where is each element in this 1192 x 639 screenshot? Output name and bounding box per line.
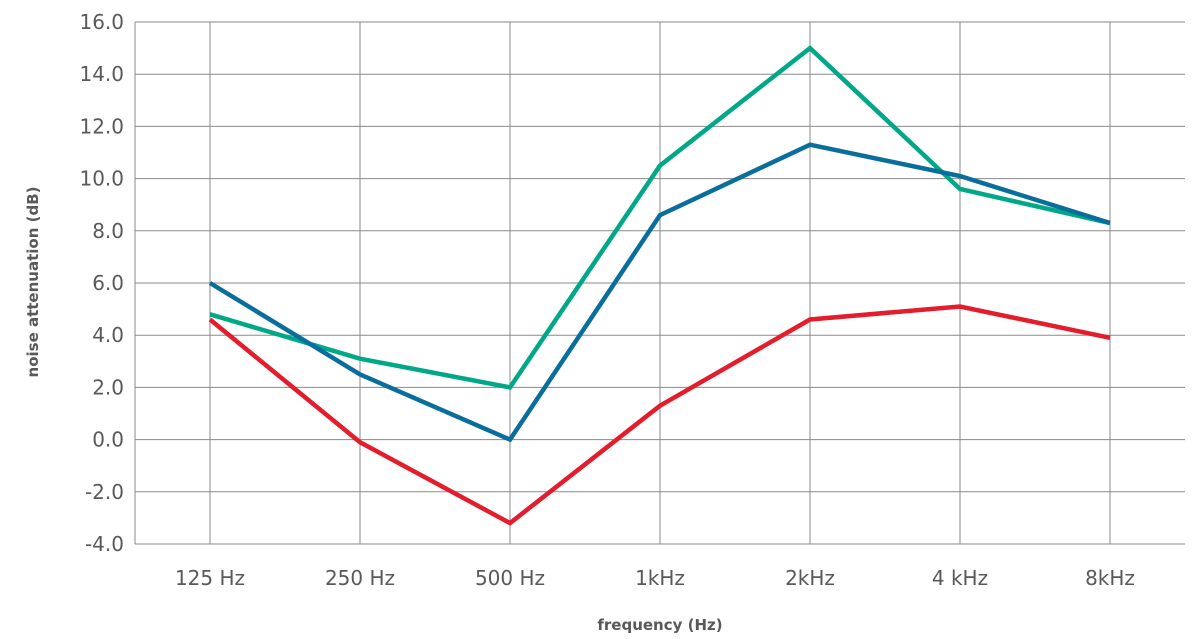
x-tick-label: 250 Hz [325,566,395,590]
y-tick-label: 4.0 [92,323,124,347]
y-tick-label: 10.0 [79,167,124,191]
x-tick-label: 125 Hz [175,566,245,590]
x-axis-ticks: 125 Hz 250 Hz 500 Hz 1kHz 2kHz 4 kHz 8kHz [175,566,1135,590]
x-tick-label: 2kHz [785,566,835,590]
y-tick-label: 14.0 [79,62,124,86]
grid [134,21,1185,545]
y-tick-label: 8.0 [92,219,124,243]
series-lines [208,45,1111,526]
x-tick-label: 500 Hz [475,566,545,590]
y-tick-label: -2.0 [85,480,124,504]
series-line-1 [209,45,1111,390]
y-axis-ticks: -4.0 -2.0 0.0 2.0 4.0 6.0 8.0 10.0 12.0 14.0 16.0 [79,10,124,556]
y-tick-label: 12.0 [79,114,124,138]
y-tick-label: -4.0 [85,532,124,556]
x-tick-label: 8kHz [1085,566,1135,590]
series-line-2 [208,142,1111,443]
y-axis-title: noise attenuation (dB) [24,187,42,378]
x-tick-label: 1kHz [635,566,685,590]
y-tick-label: 0.0 [92,428,124,452]
y-tick-label: 16.0 [79,10,124,34]
y-tick-label: 2.0 [92,375,124,399]
series-line-3 [208,304,1111,526]
x-tick-label: 4 kHz [932,566,988,590]
y-tick-label: 6.0 [92,271,124,295]
x-axis-title: frequency (Hz) [597,616,722,634]
